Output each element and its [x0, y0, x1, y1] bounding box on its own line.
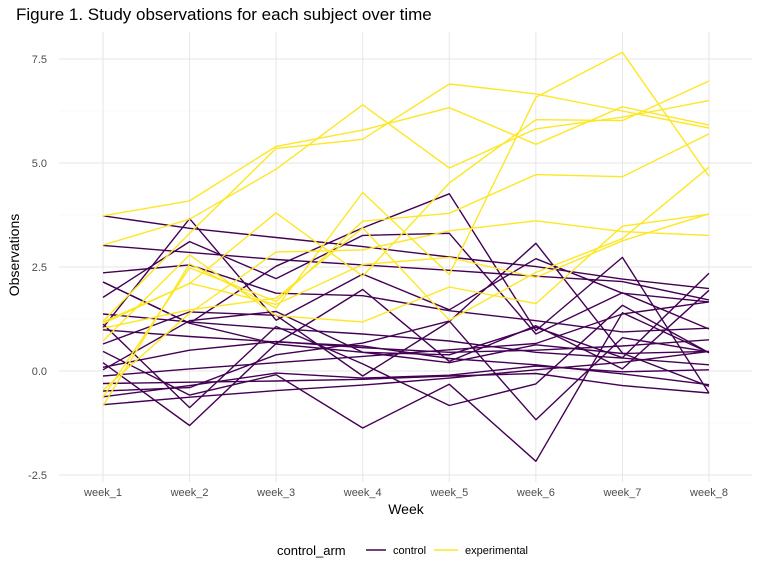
y-tick-label: -2.5 — [28, 470, 47, 482]
series-line-control-17 — [102, 329, 710, 386]
series-line-experimental-25 — [102, 133, 710, 398]
x-tick-labels: week_1 week_2 week_3 week_4 week_5 week_6 week… — [83, 487, 728, 499]
series-line-control-12 — [102, 244, 710, 301]
series-line-control-19 — [102, 339, 710, 368]
series-line-control-5 — [102, 312, 710, 462]
series-line-control-10 — [102, 281, 710, 364]
y-axis-title: Observations — [6, 214, 22, 296]
series-line-control-6 — [102, 193, 710, 394]
series-line-control-15 — [102, 372, 710, 394]
x-tick-label: week_6 — [516, 487, 555, 499]
y-tick-label: 7.5 — [32, 54, 47, 66]
legend: control_arm control experimental — [277, 543, 528, 558]
gridlines — [59, 32, 752, 482]
y-tick-labels: -2.5 0.0 2.5 5.0 7.5 — [28, 54, 47, 482]
chart-title: Figure 1. Study observations for each su… — [16, 5, 432, 24]
series-line-control-8 — [102, 320, 710, 421]
legend-title: control_arm — [277, 543, 346, 558]
series-line-control-13 — [102, 350, 710, 406]
series-line-experimental-21 — [102, 106, 710, 217]
x-tick-label: week_5 — [429, 487, 468, 499]
legend-label-control: control — [393, 545, 426, 557]
series-line-control-9 — [102, 242, 710, 388]
series-lines — [102, 51, 710, 462]
series-line-experimental-22 — [102, 99, 710, 246]
series-line-control-14 — [102, 301, 710, 377]
x-tick-label: week_1 — [83, 487, 122, 499]
series-line-experimental-29 — [102, 213, 710, 342]
x-tick-label: week_8 — [689, 487, 728, 499]
series-line-control-4 — [102, 217, 710, 329]
series-line-experimental-28 — [102, 220, 710, 391]
legend-label-experimental: experimental — [465, 545, 528, 557]
series-line-experimental-23 — [102, 83, 710, 322]
series-line-control-16 — [102, 313, 710, 366]
x-tick-label: week_7 — [602, 487, 641, 499]
x-axis-title: Week — [388, 501, 425, 517]
series-line-control-11 — [102, 215, 710, 290]
y-tick-label: 0.0 — [32, 366, 47, 378]
series-line-experimental-30 — [102, 213, 710, 325]
x-tick-label: week_2 — [170, 487, 209, 499]
series-line-control-18 — [102, 264, 710, 333]
series-line-control-1 — [102, 288, 710, 427]
series-line-experimental-26 — [102, 80, 710, 323]
x-tick-label: week_3 — [256, 487, 295, 499]
series-line-experimental-27 — [102, 166, 710, 329]
series-line-control-20 — [102, 365, 710, 398]
y-tick-label: 2.5 — [32, 262, 47, 274]
y-tick-label: 5.0 — [32, 158, 47, 170]
x-tick-label: week_4 — [343, 487, 382, 499]
